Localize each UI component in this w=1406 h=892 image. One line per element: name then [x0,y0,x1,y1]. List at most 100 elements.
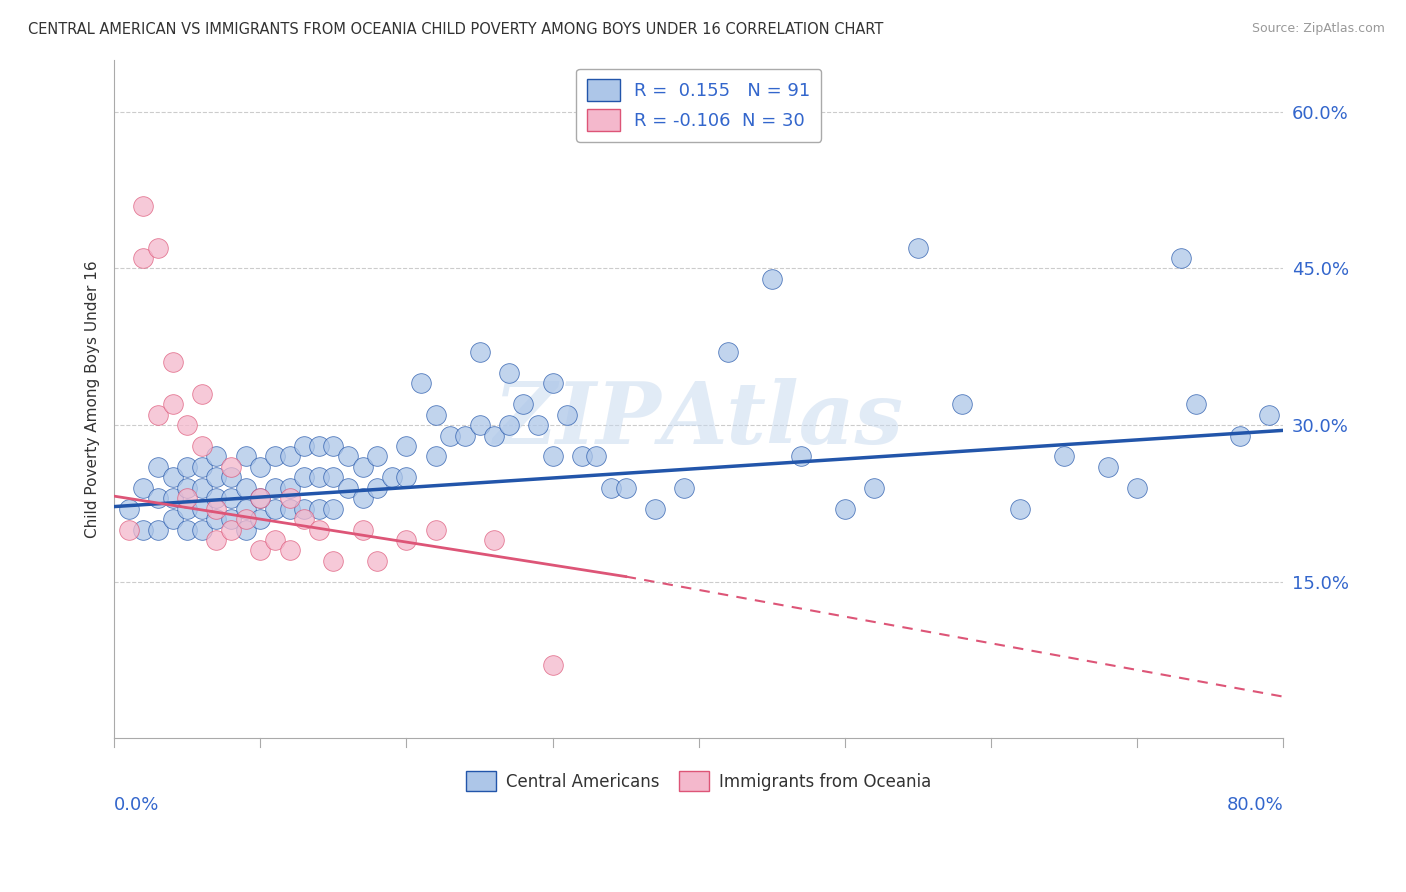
Point [527,418,550,433]
Point [162,397,184,411]
Point [146,523,169,537]
Point [585,450,607,464]
Point [249,491,271,506]
Point [249,543,271,558]
Point [498,366,520,380]
Point [541,450,564,464]
Point [468,345,491,359]
Point [366,450,388,464]
Point [146,408,169,422]
Point [249,459,271,474]
Point [1257,408,1279,422]
Point [541,658,564,673]
Point [132,199,155,213]
Point [468,418,491,433]
Point [219,459,242,474]
Point [205,491,228,506]
Point [235,512,257,526]
Point [278,491,301,506]
Point [1053,450,1076,464]
Point [118,523,141,537]
Point [219,491,242,506]
Point [322,554,344,568]
Point [176,491,198,506]
Point [249,512,271,526]
Point [176,523,198,537]
Point [264,533,287,547]
Point [425,408,447,422]
Point [132,481,155,495]
Point [191,459,214,474]
Point [205,533,228,547]
Point [541,376,564,391]
Point [132,251,155,265]
Text: ZIP​Atlas: ZIP​Atlas [494,377,904,461]
Point [292,501,315,516]
Point [278,501,301,516]
Point [381,470,404,484]
Point [337,481,360,495]
Point [176,501,198,516]
Point [264,481,287,495]
Point [352,491,374,506]
Point [235,523,257,537]
Point [1097,459,1119,474]
Point [278,481,301,495]
Point [907,241,929,255]
Point [162,355,184,369]
Point [1010,501,1032,516]
Point [308,439,330,453]
Point [292,470,315,484]
Point [176,418,198,433]
Point [278,450,301,464]
Point [1170,251,1192,265]
Point [352,523,374,537]
Text: Source: ZipAtlas.com: Source: ZipAtlas.com [1251,22,1385,36]
Point [264,450,287,464]
Text: 0.0%: 0.0% [114,796,159,814]
Point [191,501,214,516]
Point [176,481,198,495]
Point [950,397,973,411]
Point [322,439,344,453]
Point [292,512,315,526]
Point [205,450,228,464]
Legend: Central Americans, Immigrants from Oceania: Central Americans, Immigrants from Ocean… [460,764,938,798]
Point [292,439,315,453]
Point [322,501,344,516]
Point [512,397,534,411]
Point [673,481,696,495]
Point [395,533,418,547]
Point [352,459,374,474]
Point [439,428,461,442]
Text: 80.0%: 80.0% [1226,796,1284,814]
Point [863,481,886,495]
Point [308,470,330,484]
Point [366,554,388,568]
Point [1184,397,1206,411]
Point [425,450,447,464]
Point [761,272,783,286]
Y-axis label: Child Poverty Among Boys Under 16: Child Poverty Among Boys Under 16 [86,260,100,538]
Point [308,523,330,537]
Point [162,491,184,506]
Point [409,376,432,391]
Point [205,470,228,484]
Point [644,501,666,516]
Point [162,512,184,526]
Point [790,450,813,464]
Point [322,470,344,484]
Point [498,418,520,433]
Point [337,450,360,464]
Point [219,523,242,537]
Point [1229,428,1251,442]
Point [454,428,477,442]
Point [249,491,271,506]
Point [1126,481,1149,495]
Point [176,459,198,474]
Point [191,439,214,453]
Point [482,533,505,547]
Point [146,459,169,474]
Point [219,512,242,526]
Point [191,481,214,495]
